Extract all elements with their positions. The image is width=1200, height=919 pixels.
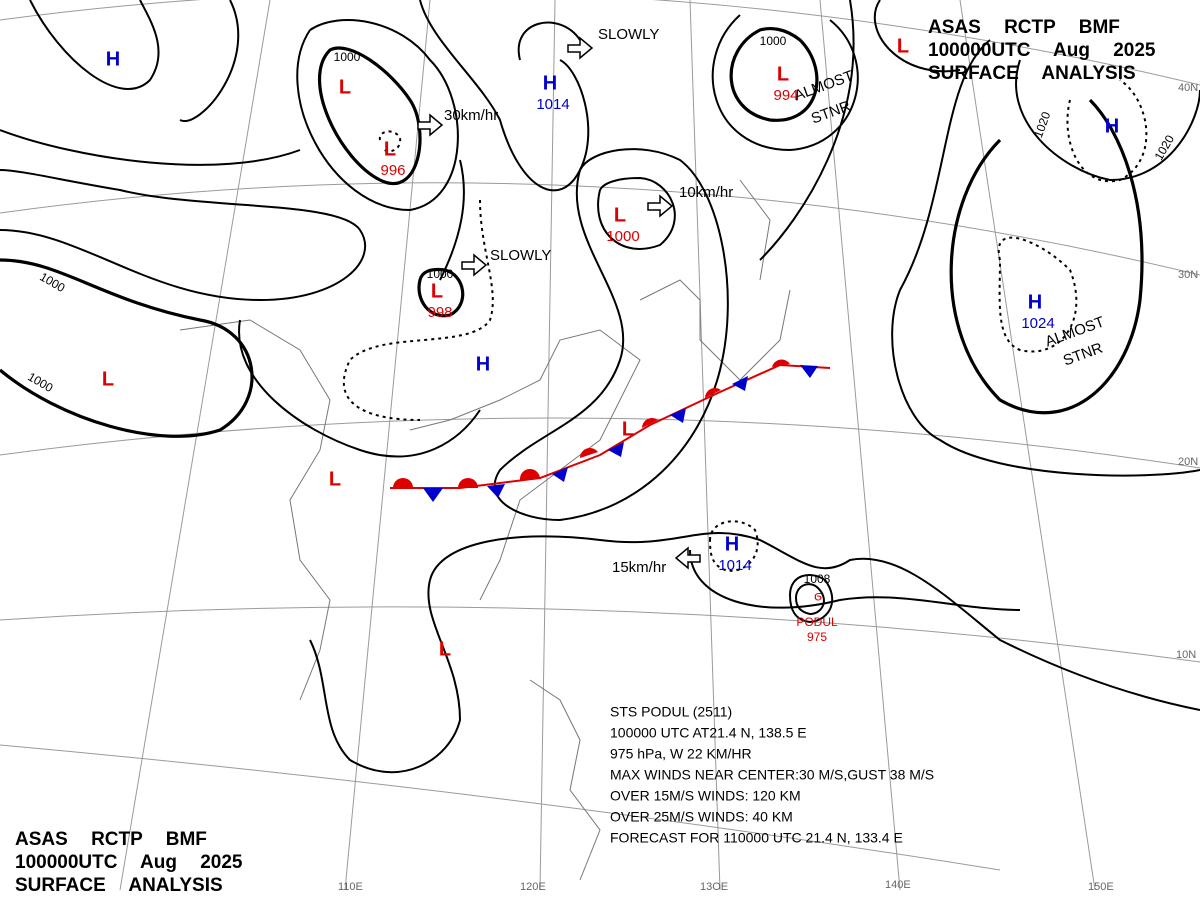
longitude-label: 150E xyxy=(1088,881,1114,893)
center-symbol: L xyxy=(614,204,626,226)
annotation: 30km/hr xyxy=(444,107,498,124)
longitude-label: 120E xyxy=(520,881,546,893)
center-symbol: H xyxy=(725,533,739,555)
storm-info-line: OVER 25M/S WINDS: 40 KM xyxy=(610,809,793,825)
annotation: SLOWLY xyxy=(598,26,659,43)
storm-info-line: MAX WINDS NEAR CENTER:30 M/S,GUST 38 M/S xyxy=(610,767,934,783)
center-symbol: L xyxy=(777,63,789,85)
center-symbol: H xyxy=(1028,291,1042,313)
typhoon-pressure: 975 xyxy=(807,630,827,644)
svg-text:ϭ: ϭ xyxy=(814,588,822,604)
center-pressure: 998 xyxy=(427,304,452,321)
isobar-label: 1000 xyxy=(760,34,787,48)
header-line: 100000UTC Aug 2025 xyxy=(15,852,243,873)
center-symbol: L xyxy=(431,280,443,302)
center-symbol: H xyxy=(106,48,120,70)
longitude-label: 140E xyxy=(885,879,911,891)
annotation: 10km/hr xyxy=(679,184,733,201)
center-symbol: H xyxy=(1105,115,1119,137)
center-pressure: 1014 xyxy=(536,96,569,113)
center-pressure: 1000 xyxy=(606,228,639,245)
isobars xyxy=(0,0,1200,774)
center-symbol: L xyxy=(439,638,451,660)
stationary-front xyxy=(390,359,831,502)
center-symbol: L xyxy=(622,418,634,440)
center-symbol: L xyxy=(897,35,909,57)
center-symbol: H xyxy=(476,353,490,375)
latitude-label: 40N xyxy=(1178,82,1198,94)
header-line: 100000UTC Aug 2025 xyxy=(928,40,1156,61)
center-symbol: H xyxy=(543,72,557,94)
motion-arrows xyxy=(417,36,701,570)
center-pressure: 996 xyxy=(380,162,405,179)
latitude-label: 30N xyxy=(1178,269,1198,281)
latitude-label: 10N xyxy=(1176,649,1196,661)
header-line: ASAS RCTP BMF xyxy=(928,17,1120,38)
center-pressure: 1014 xyxy=(718,557,751,574)
isobar-label: 1000 xyxy=(427,267,454,281)
isobar-label: 1008 xyxy=(804,572,831,586)
storm-info-line: STS PODUL (2511) xyxy=(610,704,732,720)
annotation: 15km/hr xyxy=(612,559,666,576)
center-symbol: L xyxy=(329,468,341,490)
typhoon-name: PODUL xyxy=(796,615,838,629)
longitude-label: 13OE xyxy=(700,881,728,893)
header-line: SURFACE ANALYSIS xyxy=(928,63,1136,84)
header-line: ASAS RCTP BMF xyxy=(15,829,207,850)
isobar-label: 1000 xyxy=(334,50,361,64)
latitude-label: 20N xyxy=(1178,456,1198,468)
typhoon-symbol: ϭ xyxy=(814,588,822,604)
center-pressure: 994 xyxy=(773,87,798,104)
storm-info-line: 975 hPa, W 22 KM/HR xyxy=(610,746,752,762)
center-symbol: L xyxy=(102,368,114,390)
longitude-label: 110E xyxy=(338,881,363,893)
storm-info-line: 100000 UTC AT21.4 N, 138.5 E xyxy=(610,725,807,741)
graticule xyxy=(0,0,1200,891)
annotation: SLOWLY xyxy=(490,247,551,264)
center-symbol: L xyxy=(384,138,396,160)
storm-info-line: FORECAST FOR 110000 UTC 21.4 N, 133.4 E xyxy=(610,830,903,846)
coastlines xyxy=(179,179,791,881)
storm-info-line: OVER 15M/S WINDS: 120 KM xyxy=(610,788,801,804)
header-line: SURFACE ANALYSIS xyxy=(15,875,223,896)
center-pressure: 1024 xyxy=(1021,315,1054,332)
center-symbol: L xyxy=(339,76,351,98)
